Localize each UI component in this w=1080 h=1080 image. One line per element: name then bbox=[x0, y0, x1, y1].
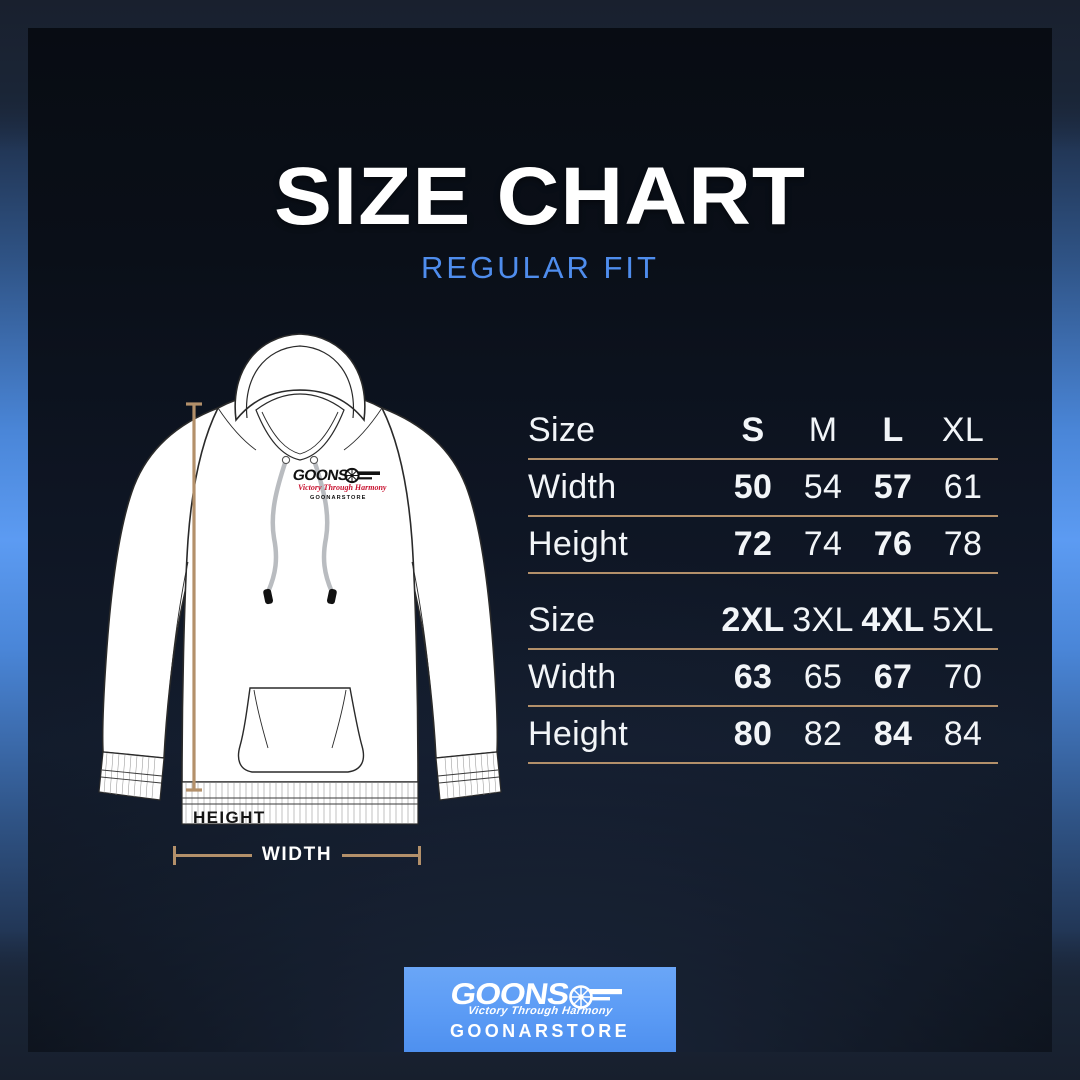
size-table-plus: Size 2XL 3XL 4XL 5XL Width 63 65 67 70 H… bbox=[528, 593, 998, 764]
page-title: SIZE CHART bbox=[273, 151, 807, 242]
table-row: Width 63 65 67 70 bbox=[528, 650, 998, 705]
table-row: Size S M L XL bbox=[528, 403, 998, 458]
height-measure-label: HEIGHT bbox=[193, 808, 266, 827]
width-value-4xl: 67 bbox=[873, 658, 913, 696]
svg-text:GOONARSTORE: GOONARSTORE bbox=[310, 495, 366, 501]
cannon-icon bbox=[569, 984, 623, 1009]
table-divider bbox=[528, 515, 998, 517]
table-divider bbox=[528, 458, 998, 460]
width-value-l: 57 bbox=[873, 468, 913, 506]
size-col-m: M bbox=[808, 411, 838, 449]
height-value-m: 74 bbox=[803, 525, 843, 563]
size-col-2xl: 2XL bbox=[721, 601, 785, 639]
brand-store-name: GOONARSTORE bbox=[449, 1020, 631, 1041]
row-header-height: Height bbox=[528, 525, 629, 563]
size-col-4xl: 4XL bbox=[861, 601, 925, 639]
width-line-right bbox=[342, 853, 419, 857]
width-value-s: 50 bbox=[733, 468, 773, 506]
svg-text:GOONS: GOONS bbox=[291, 467, 349, 484]
width-line-left bbox=[176, 853, 252, 857]
page-subtitle: REGULAR FIT bbox=[421, 250, 659, 285]
table-row: Width 50 54 57 61 bbox=[528, 460, 998, 515]
row-header-size: Size bbox=[528, 601, 596, 639]
table-divider bbox=[528, 705, 998, 707]
table-row: Size 2XL 3XL 4XL 5XL bbox=[528, 593, 998, 648]
width-value-3xl: 65 bbox=[803, 658, 843, 696]
width-value-xl: 61 bbox=[943, 468, 983, 506]
size-col-5xl: 5XL bbox=[932, 601, 994, 639]
brand-tagline: Victory Through Harmony bbox=[466, 1004, 614, 1017]
height-value-3xl: 82 bbox=[803, 715, 843, 753]
row-header-size: Size bbox=[528, 411, 596, 449]
brand-logo: GOONS bbox=[448, 978, 625, 1011]
content-panel: SIZE CHART REGULAR FIT bbox=[28, 28, 1052, 1052]
height-value-l: 76 bbox=[873, 525, 913, 563]
size-col-l: L bbox=[882, 411, 904, 449]
height-value-4xl: 84 bbox=[873, 715, 913, 753]
size-col-xl: XL bbox=[941, 411, 985, 449]
hoodie-illustration: GOONS Victory Through Harmony GOONARSTOR… bbox=[98, 333, 502, 825]
width-cap-left bbox=[173, 845, 176, 865]
height-value-s: 72 bbox=[733, 525, 773, 563]
height-value-xl: 78 bbox=[943, 525, 983, 563]
height-value-2xl: 80 bbox=[733, 715, 773, 753]
width-value-5xl: 70 bbox=[943, 658, 983, 696]
width-value-2xl: 63 bbox=[733, 658, 773, 696]
table-divider bbox=[528, 762, 998, 764]
width-value-m: 54 bbox=[803, 468, 843, 506]
chest-logo: GOONS Victory Through Harmony GOONARSTOR… bbox=[291, 467, 386, 501]
width-cap-right bbox=[418, 845, 422, 865]
table-row: Height 80 82 84 84 bbox=[528, 707, 998, 762]
size-table-standard: Size S M L XL Width 50 54 57 61 Height 7… bbox=[528, 403, 998, 574]
row-header-width: Width bbox=[528, 468, 617, 506]
size-col-3xl: 3XL bbox=[792, 601, 854, 639]
row-header-height: Height bbox=[528, 715, 629, 753]
svg-text:Victory Through Harmony: Victory Through Harmony bbox=[298, 483, 387, 492]
row-header-width: Width bbox=[528, 658, 617, 696]
header: SIZE CHART REGULAR FIT bbox=[28, 156, 1052, 286]
height-value-5xl: 84 bbox=[943, 715, 983, 753]
brand-badge: GOONS Victory Through Harmony GOONARSTOR… bbox=[404, 967, 676, 1052]
width-measure: WIDTH bbox=[173, 838, 422, 872]
table-divider bbox=[528, 648, 998, 650]
size-col-s: S bbox=[741, 411, 765, 449]
table-divider bbox=[528, 572, 998, 574]
width-measure-label: WIDTH bbox=[261, 844, 333, 865]
table-row: Height 72 74 76 78 bbox=[528, 517, 998, 572]
hoodie-diagram: GOONS Victory Through Harmony GOONARSTOR… bbox=[90, 300, 510, 860]
